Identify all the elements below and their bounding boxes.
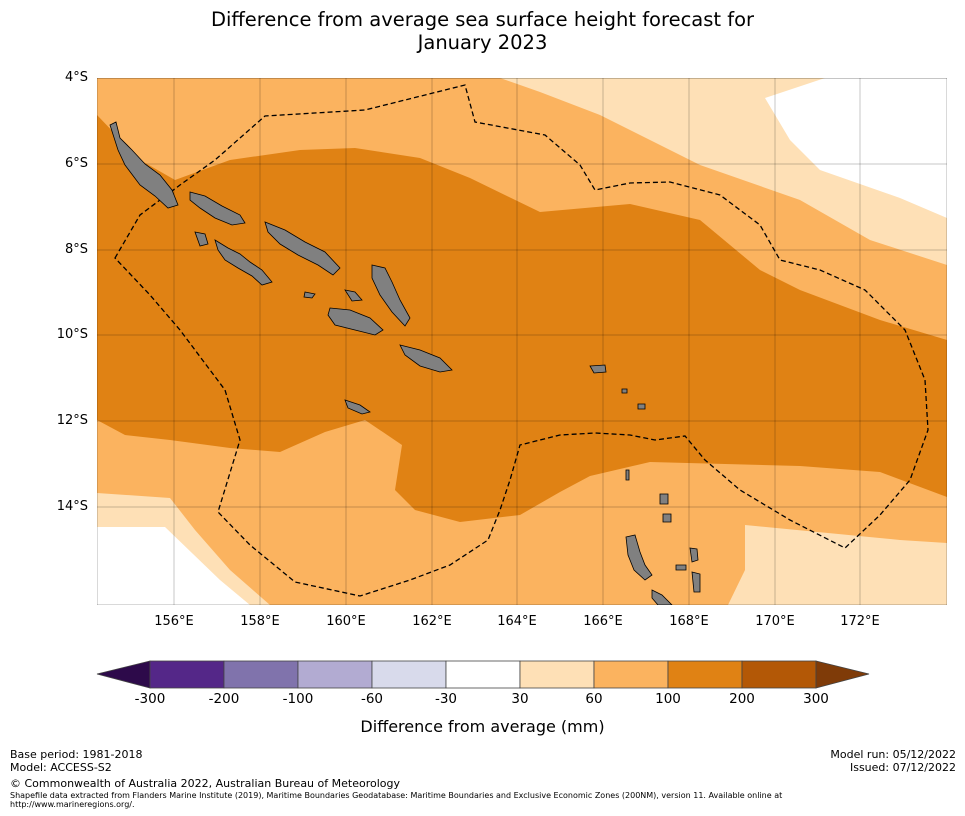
- lon-label-168e: 168°E: [669, 614, 709, 629]
- map-plot-area: [97, 78, 947, 605]
- island-small-1: [621, 388, 628, 394]
- island-florida: [344, 289, 363, 302]
- colorbar-seg-1: [149, 660, 225, 689]
- lon-label-166e: 166°E: [583, 614, 623, 629]
- colorbar-seg-6: [519, 660, 595, 689]
- colorbar-seg-5: [445, 660, 521, 689]
- lat-label-12s: 12°S: [56, 413, 88, 428]
- island-torres: [625, 469, 630, 481]
- island-malekula: [651, 589, 673, 605]
- footer-base-period: Base period: 1981-2018: [10, 748, 143, 761]
- island-vella-lavella: [194, 231, 209, 247]
- lat-label-14s: 14°S: [56, 499, 88, 514]
- colorbar-seg-8: [667, 660, 743, 689]
- graticule: [97, 78, 947, 605]
- colorbar-tick-3: -100: [282, 691, 314, 707]
- footer-model-run: Model run: 05/12/2022: [830, 748, 956, 761]
- colorbar-extend-low: [96, 660, 151, 689]
- colorbar-tick-9: 200: [729, 691, 755, 707]
- lat-label-4s: 4°S: [64, 70, 88, 85]
- island-new-georgia: [214, 239, 273, 286]
- lon-label-156e: 156°E: [154, 614, 194, 629]
- island-santa-cruz: [589, 364, 607, 374]
- lon-label-170e: 170°E: [755, 614, 795, 629]
- island-espiritu-santo: [625, 534, 653, 581]
- colorbar-seg-4: [371, 660, 447, 689]
- lon-label-160e: 160°E: [326, 614, 366, 629]
- colorbar-tick-10: 300: [803, 691, 829, 707]
- map-title: Difference from average sea surface heig…: [0, 8, 965, 54]
- eez-boundary-solomon: [114, 84, 929, 597]
- lat-label-6s: 6°S: [64, 156, 88, 171]
- island-small-2: [637, 403, 646, 410]
- lat-label-10s: 10°S: [56, 327, 88, 342]
- footer-shapefile-line-2: http://www.marineregions.org/.: [10, 800, 135, 809]
- lon-label-172e: 172°E: [840, 614, 880, 629]
- colorbar-tick-2: -200: [208, 691, 240, 707]
- island-russell: [303, 291, 316, 299]
- colorbar-seg-9: [741, 660, 817, 689]
- title-line-1: Difference from average sea surface heig…: [210, 8, 755, 31]
- title-line-2: January 2023: [417, 31, 548, 54]
- island-guadalcanal: [327, 307, 384, 336]
- colorbar-extend-high: [815, 660, 870, 689]
- footer-shapefile-line-1: Shapefile data extracted from Flanders M…: [10, 791, 783, 800]
- island-malaita: [371, 264, 411, 327]
- colorbar-seg-7: [593, 660, 669, 689]
- island-banks-2: [662, 513, 672, 523]
- colorbar-tick-7: 60: [585, 691, 603, 707]
- colorbar-title: Difference from average (mm): [360, 717, 605, 736]
- colorbar-tick-1: -300: [134, 691, 166, 707]
- footer-model: Model: ACCESS-S2: [10, 761, 112, 774]
- island-choiseul: [189, 191, 246, 226]
- island-bougainville: [109, 121, 179, 209]
- footer-copyright: © Commonwealth of Australia 2022, Austra…: [10, 777, 400, 790]
- colorbar-tick-8: 100: [655, 691, 681, 707]
- island-ambae: [675, 564, 687, 571]
- island-santa-isabel: [264, 221, 341, 276]
- footer-issued: Issued: 07/12/2022: [849, 761, 956, 774]
- island-makira: [399, 344, 453, 373]
- band-neutral-bottom-left: [97, 527, 250, 605]
- colorbar-seg-2: [223, 660, 299, 689]
- band-100-200: [97, 115, 947, 522]
- island-rennell: [344, 399, 371, 415]
- landmasses: [109, 121, 701, 605]
- colorbar-tick-6: 30: [511, 691, 529, 707]
- island-maewo: [689, 547, 699, 563]
- lon-label-164e: 164°E: [497, 614, 537, 629]
- colorbar-tick-4: -60: [360, 691, 384, 707]
- band-neutral-top-right: [765, 78, 947, 218]
- lat-label-8s: 8°S: [64, 242, 88, 257]
- island-banks-1: [659, 493, 669, 505]
- colorbar-seg-3: [297, 660, 373, 689]
- colorbar-tick-5: -30: [434, 691, 458, 707]
- lon-label-158e: 158°E: [240, 614, 280, 629]
- colorbar: [96, 660, 870, 689]
- lon-label-162e: 162°E: [412, 614, 452, 629]
- island-pentecost: [691, 571, 701, 593]
